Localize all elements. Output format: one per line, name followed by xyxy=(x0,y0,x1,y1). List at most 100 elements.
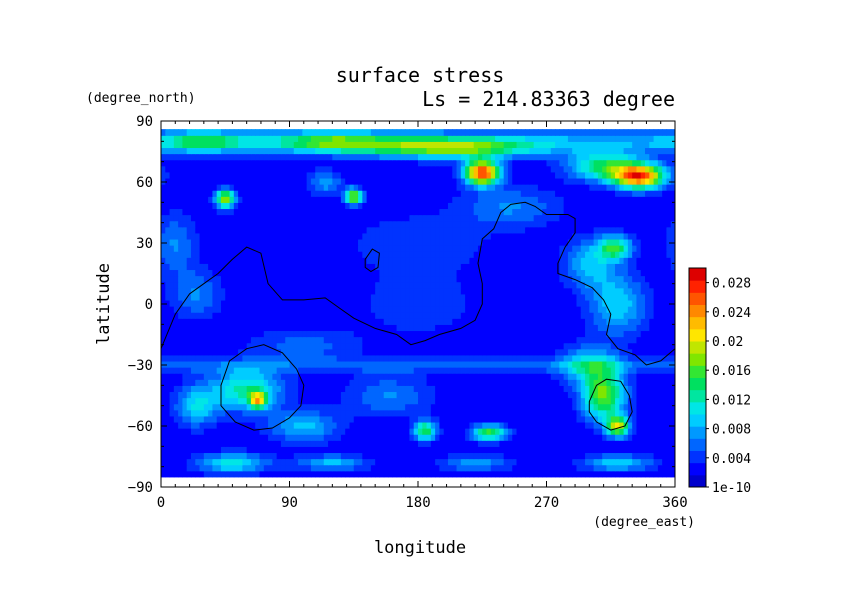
heatmap-cell xyxy=(165,367,171,374)
heatmap-cell xyxy=(366,440,372,447)
heatmap-cell xyxy=(499,379,505,386)
heatmap-cell xyxy=(413,446,419,454)
heatmap-cell xyxy=(212,360,218,368)
heatmap-cell xyxy=(332,312,338,319)
heatmap-cell xyxy=(580,263,586,271)
heatmap-cell xyxy=(285,397,291,405)
heatmap-cell xyxy=(190,397,196,405)
heatmap-cell xyxy=(503,257,509,264)
heatmap-cell xyxy=(430,403,436,411)
heatmap-cell xyxy=(623,312,629,319)
heatmap-cell xyxy=(623,403,629,411)
heatmap-cell xyxy=(306,415,312,423)
heatmap-cell xyxy=(310,330,316,338)
heatmap-cell xyxy=(379,385,385,393)
heatmap-cell xyxy=(653,360,659,368)
heatmap-cell xyxy=(178,403,184,411)
heatmap-cell xyxy=(520,269,526,277)
heatmap-cell xyxy=(366,391,372,399)
heatmap-cell xyxy=(366,275,372,283)
heatmap-cell xyxy=(627,428,633,435)
heatmap-cell xyxy=(456,458,462,466)
heatmap-cell xyxy=(165,458,171,466)
heatmap-cell xyxy=(413,397,419,405)
heatmap-cell xyxy=(473,281,479,289)
heatmap-cell xyxy=(653,403,659,411)
heatmap-cell xyxy=(576,306,582,313)
heatmap-cell xyxy=(516,446,522,454)
heatmap-cell xyxy=(225,330,231,338)
heatmap-cell xyxy=(186,367,192,374)
heatmap-cell xyxy=(469,446,475,454)
heatmap-cell xyxy=(370,354,376,362)
heatmap-cell xyxy=(345,318,351,325)
heatmap-cell xyxy=(503,251,509,258)
heatmap-cell xyxy=(507,257,513,264)
heatmap-cell xyxy=(302,458,308,466)
heatmap-cell xyxy=(589,318,595,325)
heatmap-cell xyxy=(645,287,650,295)
heatmap-cell xyxy=(358,330,363,338)
heatmap-cell xyxy=(306,452,312,460)
heatmap-cell xyxy=(662,458,668,466)
heatmap-cell xyxy=(190,421,196,429)
heatmap-cell xyxy=(216,330,222,338)
heatmap-cell xyxy=(615,232,620,240)
heatmap-cell xyxy=(298,263,303,271)
heatmap-cell xyxy=(503,318,509,325)
heatmap-cell xyxy=(405,336,411,344)
heatmap-cell xyxy=(383,281,389,289)
heatmap-cell xyxy=(285,470,291,478)
heatmap-cell xyxy=(482,415,488,423)
heatmap-cell xyxy=(469,354,475,362)
heatmap-cell xyxy=(161,251,166,258)
heatmap-cell xyxy=(276,440,282,447)
heatmap-cell xyxy=(503,391,509,399)
heatmap-cell xyxy=(353,318,359,325)
heatmap-cell xyxy=(310,464,316,472)
heatmap-cell xyxy=(336,299,342,307)
heatmap-cell xyxy=(293,306,299,313)
heatmap-cell xyxy=(525,299,530,307)
heatmap-cell xyxy=(516,434,522,441)
heatmap-cell xyxy=(242,446,248,454)
heatmap-cell xyxy=(559,226,565,234)
heatmap-cell xyxy=(250,354,256,362)
heatmap-cell xyxy=(516,226,522,234)
heatmap-cell xyxy=(653,238,659,246)
heatmap-cell xyxy=(576,403,582,411)
heatmap-cell xyxy=(418,287,423,295)
heatmap-cell xyxy=(272,397,278,405)
heatmap-cell xyxy=(490,312,496,319)
heatmap-cell xyxy=(182,251,188,258)
heatmap-cell xyxy=(259,312,265,319)
heatmap-cell xyxy=(392,336,398,344)
heatmap-cell xyxy=(602,446,608,454)
heatmap-cell xyxy=(370,458,376,466)
heatmap-cell xyxy=(366,245,372,252)
heatmap-cell xyxy=(520,367,526,374)
heatmap-cell xyxy=(293,409,299,417)
heatmap-cell xyxy=(400,428,406,435)
heatmap-cell xyxy=(195,403,201,411)
heatmap-cell xyxy=(653,281,659,289)
heatmap-cell xyxy=(627,379,633,386)
heatmap-cell xyxy=(477,324,483,332)
heatmap-cell xyxy=(490,330,496,338)
heatmap-cell xyxy=(525,275,530,283)
heatmap-cell xyxy=(430,452,436,460)
heatmap-cell xyxy=(636,232,642,240)
heatmap-cell xyxy=(400,348,406,356)
heatmap-cell xyxy=(619,428,625,435)
heatmap-cell xyxy=(439,318,445,325)
heatmap-cell xyxy=(362,373,368,380)
heatmap-cell xyxy=(555,373,560,380)
heatmap-cell xyxy=(409,391,415,399)
heatmap-cell xyxy=(516,238,522,246)
heatmap-cell xyxy=(426,245,432,252)
heatmap-cell xyxy=(263,293,269,301)
heatmap-cell xyxy=(585,287,590,295)
heatmap-cell xyxy=(255,293,261,301)
heatmap-cell xyxy=(190,324,196,332)
heatmap-cell xyxy=(529,263,535,271)
